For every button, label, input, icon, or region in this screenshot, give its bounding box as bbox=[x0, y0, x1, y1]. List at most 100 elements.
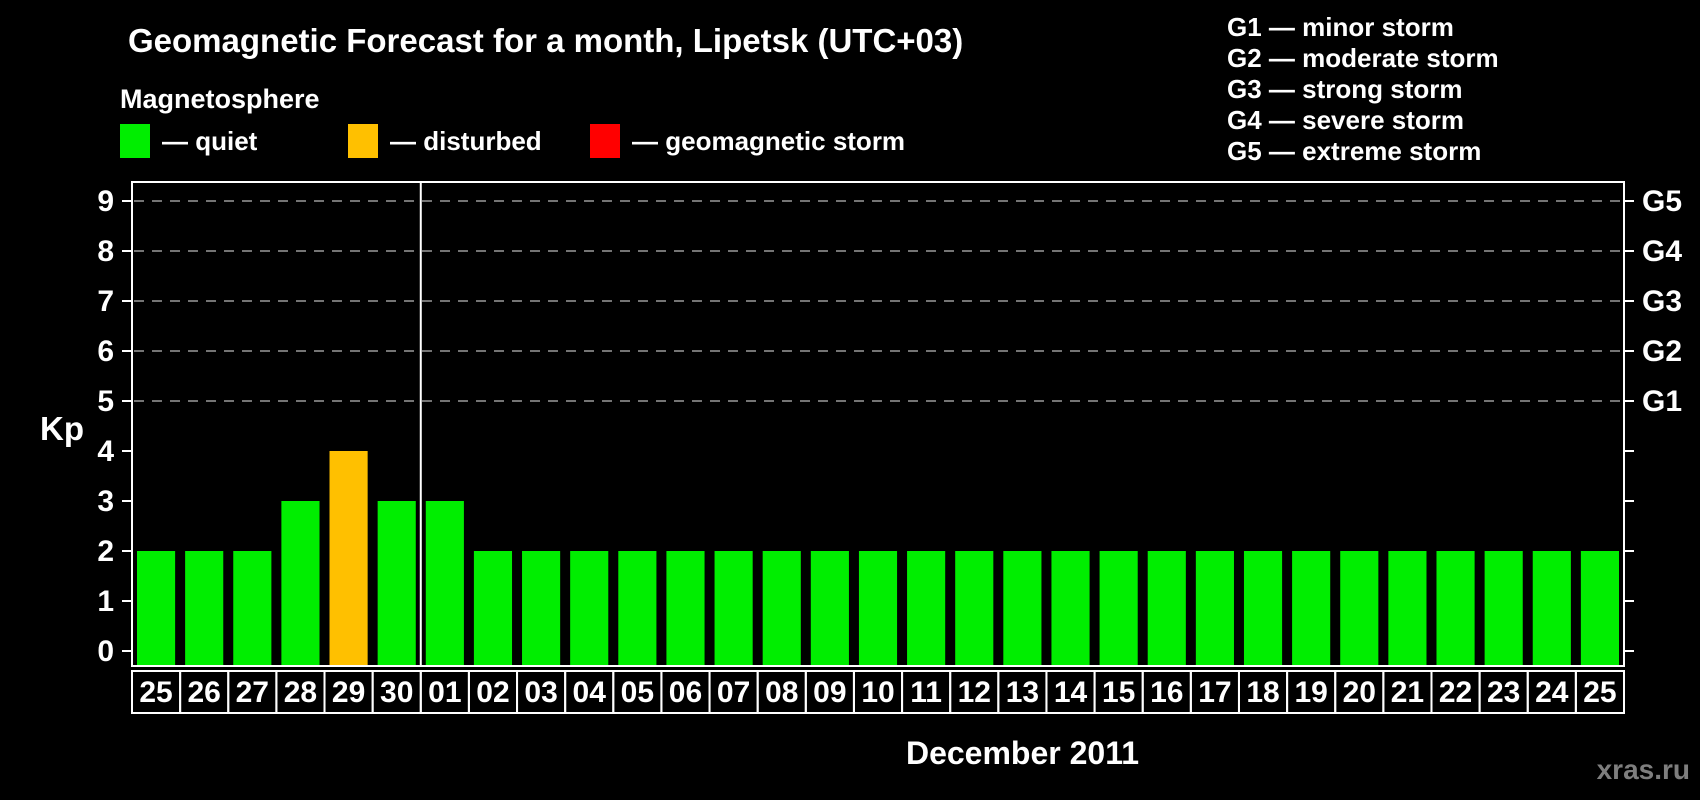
day-label: 12 bbox=[958, 676, 991, 709]
magnetosphere-subtitle: Magnetosphere bbox=[120, 84, 320, 114]
kp-bar-day-11 bbox=[907, 551, 946, 665]
day-label: 28 bbox=[284, 676, 317, 709]
day-label: 09 bbox=[813, 676, 846, 709]
y-tick-label-4: 4 bbox=[97, 435, 114, 468]
kp-bar-day-20 bbox=[1340, 551, 1379, 665]
plot-border bbox=[131, 181, 1625, 667]
day-label: 14 bbox=[1054, 676, 1088, 709]
kp-bar-day-28 bbox=[281, 501, 320, 665]
day-label: 27 bbox=[236, 676, 269, 709]
day-label: 08 bbox=[765, 676, 798, 709]
day-label: 15 bbox=[1102, 676, 1135, 709]
day-label: 22 bbox=[1439, 676, 1472, 709]
right-axis-label-G4: G4 bbox=[1642, 235, 1682, 268]
y-tick-label-8: 8 bbox=[97, 235, 114, 268]
watermark: xras.ru bbox=[1596, 754, 1690, 785]
kp-bar-day-23 bbox=[1484, 551, 1523, 665]
kp-bar-day-26 bbox=[185, 551, 224, 665]
kp-bar-day-14 bbox=[1051, 551, 1090, 665]
disturbed-color-swatch bbox=[348, 124, 378, 158]
kp-bar-day-07 bbox=[714, 551, 753, 665]
day-label: 02 bbox=[476, 676, 509, 709]
kp-bar-day-27 bbox=[233, 551, 272, 665]
right-axis-label-G1: G1 bbox=[1642, 385, 1682, 418]
g1-legend-line: G1 — minor storm bbox=[1227, 12, 1454, 42]
disturbed-legend-label: — disturbed bbox=[390, 126, 542, 156]
day-label: 10 bbox=[861, 676, 894, 709]
kp-bar-day-19 bbox=[1292, 551, 1331, 665]
day-label: 01 bbox=[428, 676, 461, 709]
day-label: 25 bbox=[1583, 676, 1616, 709]
right-axis-label-G2: G2 bbox=[1642, 335, 1682, 368]
kp-bar-day-16 bbox=[1147, 551, 1186, 665]
g3-legend-line: G3 — strong storm bbox=[1227, 74, 1463, 104]
legend-item-storm: — geomagnetic storm bbox=[590, 124, 905, 158]
g4-legend-line: G4 — severe storm bbox=[1227, 105, 1465, 135]
y-tick-label-3: 3 bbox=[97, 485, 114, 518]
day-label: 13 bbox=[1006, 676, 1039, 709]
day-label: 29 bbox=[332, 676, 365, 709]
y-tick-label-5: 5 bbox=[97, 385, 114, 418]
day-label: 18 bbox=[1246, 676, 1279, 709]
right-axis-label-G5: G5 bbox=[1642, 185, 1682, 218]
storm-legend-label: — geomagnetic storm bbox=[632, 126, 906, 156]
day-label: 26 bbox=[188, 676, 221, 709]
day-label: 07 bbox=[717, 676, 750, 709]
kp-bar-day-12 bbox=[955, 551, 994, 665]
legend-item-disturbed: — disturbed bbox=[348, 124, 542, 158]
day-label: 25 bbox=[139, 676, 172, 709]
kp-bar-day-25 bbox=[1580, 551, 1619, 665]
kp-bar-day-06 bbox=[666, 551, 705, 665]
storm-color-swatch bbox=[590, 124, 620, 158]
day-label: 19 bbox=[1294, 676, 1327, 709]
legend-item-quiet: — quiet bbox=[120, 124, 257, 158]
kp-bar-day-08 bbox=[762, 551, 801, 665]
kp-bar-day-09 bbox=[810, 551, 849, 665]
day-label: 30 bbox=[380, 676, 413, 709]
kp-bar-day-13 bbox=[1003, 551, 1042, 665]
quiet-color-swatch bbox=[120, 124, 150, 158]
y-tick-label-6: 6 bbox=[97, 335, 114, 368]
day-label: 17 bbox=[1198, 676, 1231, 709]
kp-bar-day-04 bbox=[570, 551, 609, 665]
kp-bar-day-05 bbox=[618, 551, 657, 665]
y-tick-label-0: 0 bbox=[97, 635, 114, 668]
kp-bar-day-24 bbox=[1532, 551, 1571, 665]
day-label: 04 bbox=[573, 676, 607, 709]
y-tick-label-7: 7 bbox=[97, 285, 114, 318]
month-label: December 2011 bbox=[905, 735, 1140, 771]
kp-bar-day-15 bbox=[1099, 551, 1138, 665]
day-label: 03 bbox=[524, 676, 557, 709]
kp-bar-day-10 bbox=[858, 551, 898, 665]
day-label: 23 bbox=[1487, 676, 1520, 709]
kp-bar-day-29 bbox=[329, 451, 368, 665]
day-label: 21 bbox=[1391, 676, 1424, 709]
g-scale-legend: G1 — minor storm G2 — moderate storm G3 … bbox=[1227, 12, 1499, 167]
day-label: 20 bbox=[1343, 676, 1376, 709]
kp-bar-day-21 bbox=[1388, 551, 1427, 665]
quiet-legend-label: — quiet bbox=[162, 126, 258, 156]
right-axis-label-G3: G3 bbox=[1642, 285, 1682, 318]
day-label: 24 bbox=[1535, 676, 1569, 709]
y-tick-label-2: 2 bbox=[97, 535, 114, 568]
kp-bar-day-18 bbox=[1243, 551, 1283, 665]
kp-bar-day-03 bbox=[522, 551, 561, 665]
g2-legend-line: G2 — moderate storm bbox=[1227, 43, 1499, 73]
kp-bar-day-01 bbox=[425, 501, 464, 665]
kp-bar-day-30 bbox=[377, 501, 416, 665]
day-label-box bbox=[1574, 670, 1626, 714]
day-label: 11 bbox=[910, 676, 942, 709]
y-tick-label-9: 9 bbox=[97, 185, 114, 218]
kp-bar-day-02 bbox=[473, 551, 513, 665]
kp-bar-day-17 bbox=[1195, 551, 1234, 665]
day-label: 16 bbox=[1150, 676, 1183, 709]
day-label: 05 bbox=[621, 676, 654, 709]
kp-bar-day-25 bbox=[137, 551, 176, 665]
y-axis-title: Kp bbox=[40, 410, 84, 447]
kp-bar-day-22 bbox=[1436, 551, 1475, 665]
day-label: 06 bbox=[669, 676, 702, 709]
y-tick-label-1: 1 bbox=[97, 585, 114, 618]
g5-legend-line: G5 — extreme storm bbox=[1227, 136, 1482, 166]
